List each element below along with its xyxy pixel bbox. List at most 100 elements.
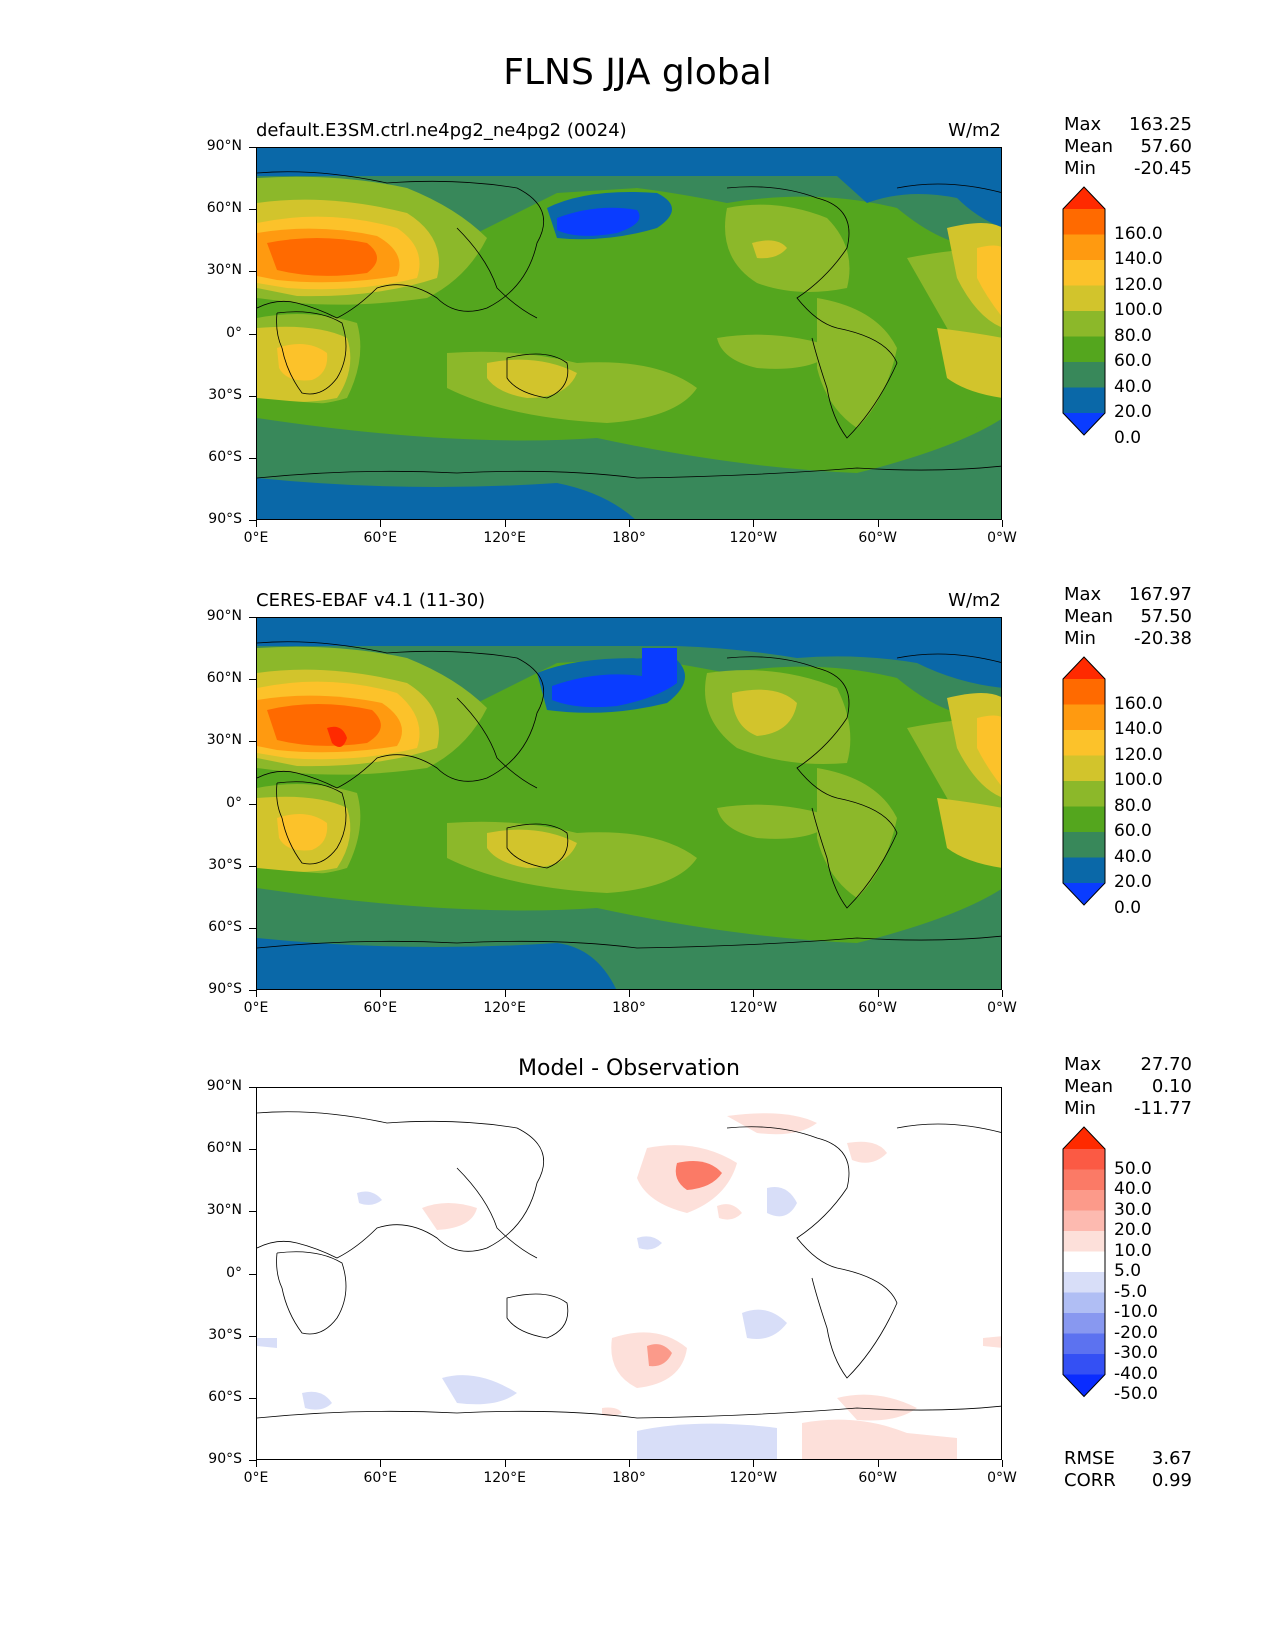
x-tick xyxy=(877,520,879,527)
x-tick xyxy=(1002,520,1003,527)
colorbar-extend-bottom xyxy=(1063,413,1105,435)
y-tick-label: 60°S xyxy=(208,918,242,935)
y-tick xyxy=(249,333,256,335)
x-tick-label: 0°W xyxy=(987,1000,1017,1016)
panel-title: Model - Observation xyxy=(518,1056,740,1081)
x-tick-label: 120°E xyxy=(483,1470,526,1486)
colorbar-label: 160.0 xyxy=(1114,693,1163,714)
colorbar-label: -40.0 xyxy=(1114,1363,1158,1384)
colorbar-swatch xyxy=(1063,781,1105,807)
y-tick-label: 60°S xyxy=(208,1388,242,1405)
x-tick-label: 60°W xyxy=(858,1000,897,1016)
x-tick xyxy=(877,990,879,997)
colorbar-swatch xyxy=(1063,260,1105,286)
colorbar-label: -10.0 xyxy=(1114,1302,1158,1322)
y-tick xyxy=(249,457,256,459)
y-tick xyxy=(249,209,256,211)
y-tick xyxy=(249,271,256,273)
colorbar-label: 100.0 xyxy=(1114,770,1163,790)
x-tick-label: 120°E xyxy=(483,1000,526,1016)
colorbar-swatch xyxy=(1063,730,1105,756)
panel-units: W/m2 xyxy=(948,590,1001,611)
colorbar-label: 40.0 xyxy=(1114,1179,1152,1199)
colorbar-swatch xyxy=(1063,1333,1105,1355)
x-tick xyxy=(753,990,755,997)
x-tick-label: 120°W xyxy=(729,1470,778,1486)
colorbar xyxy=(1062,1126,1106,1398)
y-tick-label: 30°N xyxy=(206,1202,242,1219)
y-tick-label: 60°N xyxy=(206,670,242,687)
colorbar-swatch xyxy=(1063,1272,1105,1293)
y-tick-label: 90°N xyxy=(206,138,242,154)
x-tick-label: 120°W xyxy=(729,1000,778,1016)
colorbar-extend-top xyxy=(1063,657,1105,679)
y-tick xyxy=(249,1211,256,1213)
x-tick xyxy=(629,1460,630,1467)
metrics-block: RMSE 3.67 CORR 0.99 xyxy=(1064,1448,1192,1491)
y-tick-label: 30°N xyxy=(206,732,242,749)
x-tick-label: 60°E xyxy=(363,530,398,546)
x-tick xyxy=(256,520,257,527)
x-tick xyxy=(629,990,630,997)
colorbar-swatch xyxy=(1063,311,1105,337)
colorbar-label: -30.0 xyxy=(1114,1343,1158,1363)
diff-panel: Model - Observation xyxy=(0,1054,1275,1530)
stats-block: Max 27.70 Mean 0.10 Min -11.77 xyxy=(1064,1054,1192,1119)
x-tick-label: 180° xyxy=(612,1470,646,1486)
y-tick xyxy=(249,1460,256,1461)
x-tick xyxy=(380,990,382,997)
colorbar-extend-bottom xyxy=(1063,883,1105,905)
obs-map xyxy=(256,617,1002,990)
stats-block: Max 163.25 Mean 57.60 Min -20.45 xyxy=(1064,114,1192,179)
x-tick-label: 120°E xyxy=(483,530,526,546)
colorbar-swatch xyxy=(1063,1149,1105,1170)
colorbar-label: 50.0 xyxy=(1114,1158,1152,1179)
x-tick xyxy=(380,1460,382,1467)
colorbar-label: 0.0 xyxy=(1114,897,1142,918)
colorbar-swatch xyxy=(1063,857,1105,884)
x-tick xyxy=(256,1460,257,1467)
x-tick xyxy=(1002,990,1003,997)
y-tick-label: 60°N xyxy=(206,200,242,217)
model-panel: default.E3SM.ctrl.ne4pg2_ne4pg2 (0024) W… xyxy=(0,114,1275,590)
colorbar-swatch xyxy=(1063,1292,1105,1314)
colorbar-swatch xyxy=(1063,209,1105,235)
colorbar-label: 20.0 xyxy=(1114,872,1152,892)
colorbar xyxy=(1062,186,1106,436)
y-tick xyxy=(249,395,256,397)
y-tick-label: 90°N xyxy=(206,1078,242,1094)
model-map xyxy=(256,147,1002,520)
x-tick xyxy=(877,1460,879,1467)
figure-title: FLNS JJA global xyxy=(503,52,772,93)
x-tick-label: 0°E xyxy=(243,1000,269,1016)
x-tick xyxy=(504,1460,506,1467)
x-tick-label: 120°W xyxy=(729,530,778,546)
colorbar-swatch xyxy=(1063,1251,1105,1273)
y-tick-label: 0° xyxy=(226,324,242,341)
colorbar-swatch xyxy=(1063,806,1105,833)
y-tick xyxy=(249,865,256,867)
colorbar-swatch xyxy=(1063,1190,1105,1211)
diff-map xyxy=(256,1087,1002,1460)
panel-units: W/m2 xyxy=(948,120,1001,141)
colorbar-label: 80.0 xyxy=(1114,325,1152,346)
colorbar-swatch xyxy=(1063,755,1105,782)
colorbar-swatch xyxy=(1063,1313,1105,1334)
x-tick xyxy=(753,520,755,527)
colorbar-label: 120.0 xyxy=(1114,274,1163,295)
x-tick xyxy=(1002,1460,1003,1467)
x-tick-label: 0°W xyxy=(987,1470,1017,1486)
x-tick xyxy=(629,520,630,527)
x-tick xyxy=(256,990,257,997)
y-tick xyxy=(249,1087,256,1088)
colorbar-label: 160.0 xyxy=(1114,223,1163,244)
colorbar-label: 5.0 xyxy=(1114,1261,1142,1281)
colorbar-label: 100.0 xyxy=(1114,300,1163,320)
stats-block: Max 167.97 Mean 57.50 Min -20.38 xyxy=(1064,584,1192,649)
y-tick xyxy=(249,990,256,991)
colorbar-label: -20.0 xyxy=(1114,1322,1158,1343)
colorbar-label: 80.0 xyxy=(1114,795,1152,816)
y-tick-label: 30°N xyxy=(206,262,242,279)
y-tick-label: 90°N xyxy=(206,608,242,624)
colorbar-label: 140.0 xyxy=(1114,249,1163,269)
